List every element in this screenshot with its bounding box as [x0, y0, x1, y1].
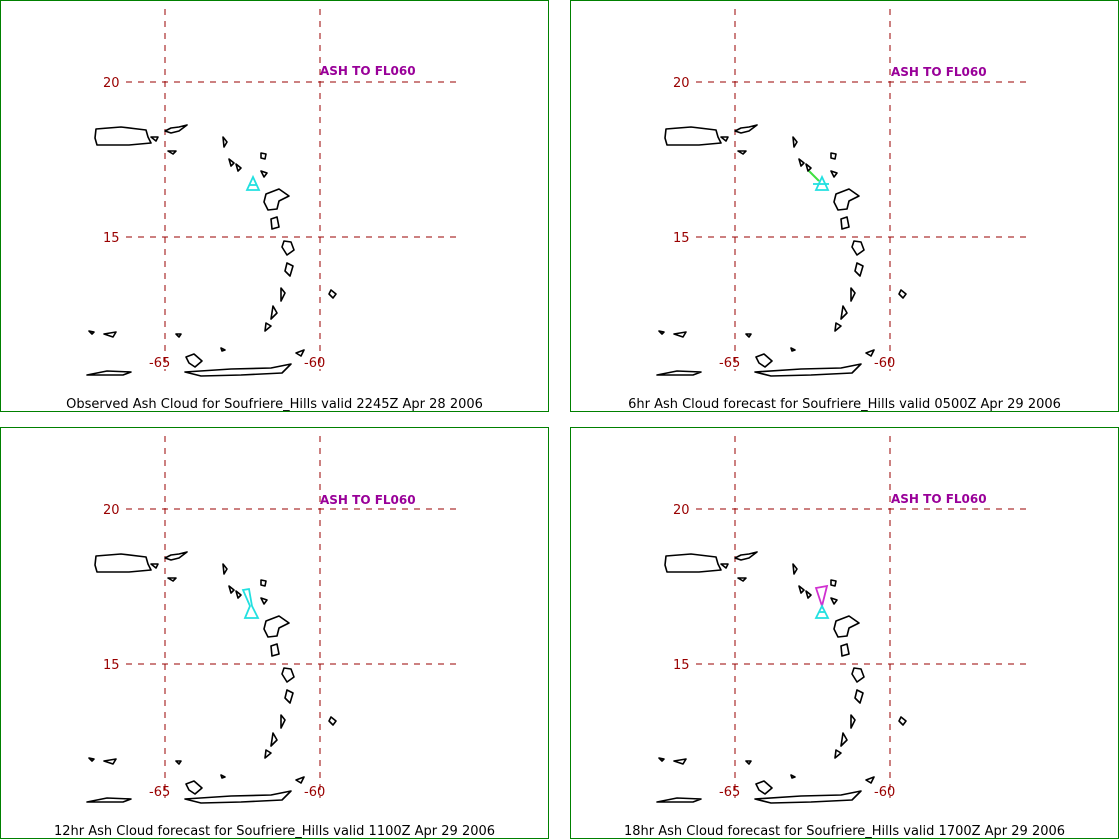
- map-panel-12hr: 20 15 -65 -60 ASH TO FL060 12hr Ash Clou…: [0, 427, 549, 839]
- map-panel-6hr: 20 15 -65 -60 ASH TO FL060 6hr Ash Cloud: [570, 0, 1119, 412]
- lon-label-65: -65: [149, 785, 170, 800]
- coastlines: [86, 551, 337, 804]
- ash-cloud-12hr: [241, 587, 260, 619]
- graticule: [696, 9, 1026, 371]
- coastlines: [86, 124, 337, 377]
- lon-label-60: -60: [874, 356, 895, 371]
- ash-cloud-observed: [245, 174, 261, 191]
- graticule: [126, 436, 456, 798]
- ash-level-label: ASH TO FL060: [891, 492, 987, 506]
- graticule: [696, 436, 1026, 798]
- lat-label-15: 15: [103, 231, 120, 246]
- lon-label-60: -60: [304, 356, 325, 371]
- panel-caption: 6hr Ash Cloud forecast for Soufriere_Hil…: [628, 397, 1061, 412]
- coastlines: [656, 124, 907, 377]
- lat-label-15: 15: [103, 658, 120, 673]
- map-svg: 20 15 -65 -60 ASH TO FL060: [86, 436, 456, 804]
- graticule: [126, 9, 456, 371]
- panel-caption: 18hr Ash Cloud forecast for Soufriere_Hi…: [623, 824, 1066, 839]
- ash-level-label: ASH TO FL060: [320, 64, 416, 78]
- lat-label-15: 15: [673, 658, 690, 673]
- coastlines: [656, 551, 907, 804]
- ash-cloud-18hr: [814, 584, 830, 619]
- map-svg: 20 15 -65 -60 ASH TO FL060: [656, 436, 1026, 804]
- lon-label-65: -65: [719, 356, 740, 371]
- map-svg: 20 15 -65 -60 ASH TO FL060: [86, 9, 456, 377]
- map-panel-observed: 20 15 -65 -60 ASH TO FL060 Observed Ash …: [0, 0, 549, 412]
- lon-label-60: -60: [304, 785, 325, 800]
- map-panel-18hr: 20 15 -65 -60 ASH TO FL060 18hr Ash Clou: [570, 427, 1119, 839]
- lon-label-65: -65: [149, 356, 170, 371]
- panel-caption: 12hr Ash Cloud forecast for Soufriere_Hi…: [53, 824, 496, 839]
- panel-caption: Observed Ash Cloud for Soufriere_Hills v…: [66, 397, 483, 412]
- lat-label-20: 20: [673, 76, 690, 91]
- ash-cloud-6hr: [808, 170, 830, 191]
- ash-level-label: ASH TO FL060: [320, 493, 416, 507]
- lat-label-15: 15: [673, 231, 690, 246]
- lat-label-20: 20: [673, 503, 690, 518]
- ash-level-label: ASH TO FL060: [891, 65, 987, 79]
- lat-label-20: 20: [103, 503, 120, 518]
- lon-label-60: -60: [874, 785, 895, 800]
- lat-label-20: 20: [103, 76, 120, 91]
- lon-label-65: -65: [719, 785, 740, 800]
- map-svg: 20 15 -65 -60 ASH TO FL060: [656, 9, 1026, 377]
